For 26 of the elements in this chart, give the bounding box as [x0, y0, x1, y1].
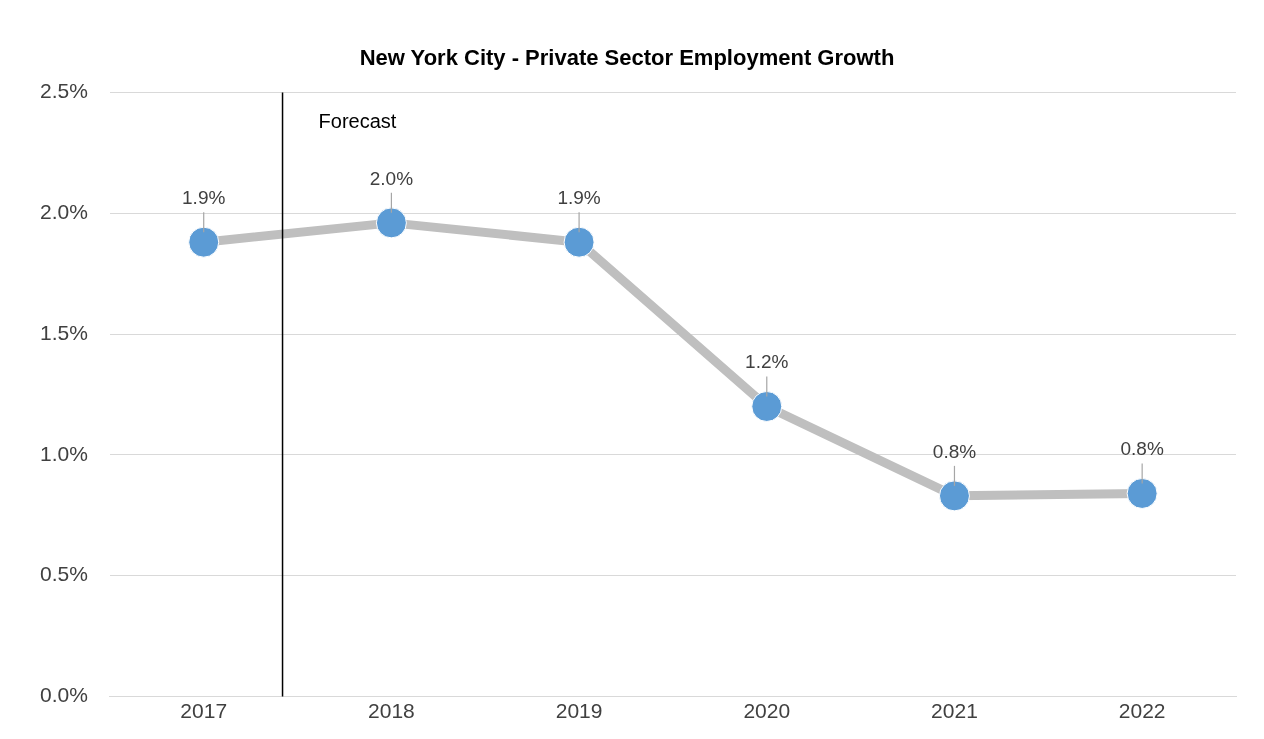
point [1126, 477, 1158, 509]
data-label: 0.8% [1120, 438, 1164, 460]
data-label: 1.2% [745, 351, 789, 373]
point [375, 207, 407, 239]
ref-line-label: Forecast [318, 109, 397, 132]
x-tick-label: 2018 [368, 698, 415, 722]
y-tick-label: 2.0% [39, 200, 88, 223]
y-tick-label: 1.5% [39, 320, 88, 344]
y-tick-label: 1.0% [39, 441, 88, 465]
data-label: 2.0% [369, 167, 414, 189]
data-label: 1.9% [182, 186, 226, 208]
x-tick-label: 2021 [931, 698, 978, 722]
y-tick-label: 2.5% [39, 79, 88, 103]
x-tick-label: 2022 [1118, 698, 1166, 722]
x-tick-label: 2020 [743, 698, 791, 722]
point [563, 226, 595, 258]
x-tick-label: 2017 [180, 698, 228, 722]
x-tick-label: 2019 [555, 698, 603, 722]
point [188, 226, 220, 258]
point [751, 390, 783, 422]
data-label: 0.8% [932, 440, 977, 462]
y-tick-label: 0.0% [39, 683, 88, 707]
point [938, 480, 970, 512]
data-label: 1.9% [557, 186, 601, 208]
chart-title: New York City - Private Sector Employment Growth [359, 45, 895, 71]
y-tick-label: 0.5% [39, 562, 88, 586]
